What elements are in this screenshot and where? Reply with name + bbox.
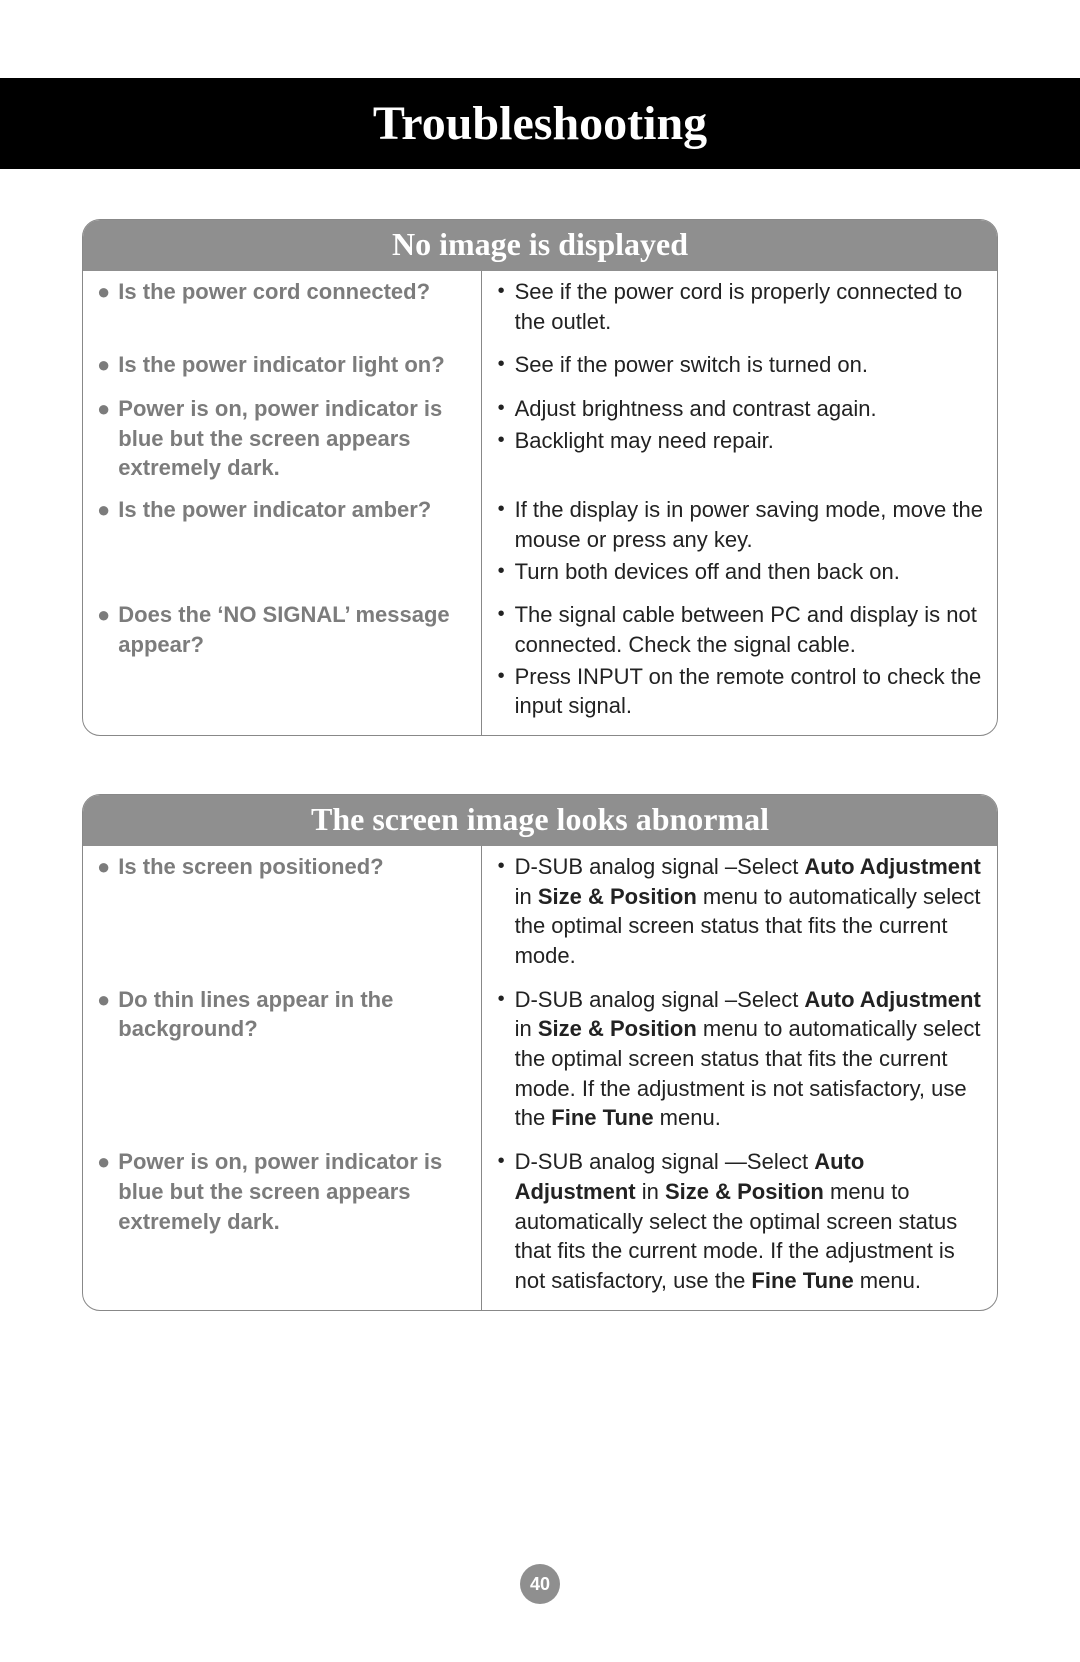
answer-text: D-SUB analog signal —Select Auto Adjustm… [515, 1147, 983, 1295]
page-number-badge: 40 [520, 1564, 560, 1604]
question-text: Is the screen positioned? [118, 852, 383, 882]
page-number: 40 [530, 1574, 550, 1595]
question-text: Power is on, power indicator is blue but… [118, 1147, 466, 1236]
answer-cell: • See if the power switch is turned on. [481, 344, 997, 388]
bullet-icon: ● [97, 985, 110, 1015]
answer-cell: • D-SUB analog signal –Select Auto Adjust… [481, 846, 997, 979]
page-title: Troubleshooting [373, 97, 707, 150]
bullet-icon: ● [97, 277, 110, 307]
bullet-icon: ● [97, 1147, 110, 1177]
bullet-icon: • [498, 277, 505, 305]
question-text: Do thin lines appear in the background? [118, 985, 466, 1044]
troubleshooting-section: The screen image looks abnormal ● Is the s… [82, 794, 998, 1311]
table-row: ● Is the screen positioned? • D-SUB analog … [83, 846, 997, 979]
answer-item: • The signal cable between PC and display… [496, 600, 983, 659]
question-text: Does the ‘NO SIGNAL’ message appear? [118, 600, 466, 659]
bullet-icon: • [498, 495, 505, 523]
answer-item: • Turn both devices off and then back on. [496, 557, 983, 587]
question-cell: ● Do thin lines appear in the background? [83, 979, 481, 1141]
bullet-icon: • [498, 350, 505, 378]
answer-cell: • The signal cable between PC and display… [481, 594, 997, 735]
answer-cell: • See if the power cord is properly conne… [481, 271, 997, 344]
answer-text: Adjust brightness and contrast again. [515, 394, 877, 424]
answer-item: • Backlight may need repair. [496, 426, 983, 456]
troubleshooting-section: No image is displayed ● Is the power cord … [82, 219, 998, 736]
answer-text: See if the power cord is properly connec… [515, 277, 983, 336]
bullet-icon: • [498, 394, 505, 422]
bullet-icon: • [498, 662, 505, 690]
page-title-bar: Troubleshooting [0, 78, 1080, 169]
question-text: Is the power cord connected? [118, 277, 430, 307]
answer-text: Press INPUT on the remote control to che… [515, 662, 983, 721]
answer-cell: • If the display is in power saving mode,… [481, 489, 997, 594]
table-row: ● Power is on, power indicator is blue bu… [83, 388, 997, 489]
bullet-icon: ● [97, 600, 110, 630]
table-row: ● Is the power indicator light on? • See if… [83, 344, 997, 388]
answer-cell: • D-SUB analog signal —Select Auto Adjust… [481, 1141, 997, 1309]
answer-item: • D-SUB analog signal —Select Auto Adjust… [496, 1147, 983, 1295]
question-cell: ● Power is on, power indicator is blue bu… [83, 1141, 481, 1309]
answer-item: • Press INPUT on the remote control to ch… [496, 662, 983, 721]
question-text: Is the power indicator amber? [118, 495, 431, 525]
question-cell: ● Is the power indicator light on? [83, 344, 481, 388]
answer-text: Turn both devices off and then back on. [515, 557, 900, 587]
answer-cell: • Adjust brightness and contrast again. • B… [481, 388, 997, 489]
bullet-icon: • [498, 600, 505, 628]
answer-text: Backlight may need repair. [515, 426, 774, 456]
bullet-icon: • [498, 852, 505, 880]
bullet-icon: • [498, 426, 505, 454]
section-header: The screen image looks abnormal [83, 795, 997, 846]
answer-text: D-SUB analog signal –Select Auto Adjustm… [515, 852, 983, 971]
answer-item: • See if the power cord is properly conne… [496, 277, 983, 336]
answer-item: • See if the power switch is turned on. [496, 350, 983, 380]
question-cell: ● Is the power indicator amber? [83, 489, 481, 594]
answer-text: If the display is in power saving mode, … [515, 495, 983, 554]
question-cell: ● Does the ‘NO SIGNAL’ message appear? [83, 594, 481, 735]
answer-text: The signal cable between PC and display … [515, 600, 983, 659]
question-text: Is the power indicator light on? [118, 350, 444, 380]
bullet-icon: • [498, 985, 505, 1013]
content-area: No image is displayed ● Is the power cord … [0, 169, 1080, 1311]
answer-text: See if the power switch is turned on. [515, 350, 868, 380]
question-cell: ● Is the screen positioned? [83, 846, 481, 979]
bullet-icon: ● [97, 495, 110, 525]
answer-item: • D-SUB analog signal –Select Auto Adjust… [496, 985, 983, 1133]
answer-item: • Adjust brightness and contrast again. [496, 394, 983, 424]
table-row: ● Do thin lines appear in the background?… [83, 979, 997, 1141]
bullet-icon: ● [97, 394, 110, 424]
question-cell: ● Is the power cord connected? [83, 271, 481, 344]
answer-item: • If the display is in power saving mode,… [496, 495, 983, 554]
table-row: ● Does the ‘NO SIGNAL’ message appear? • Th… [83, 594, 997, 735]
table-row: ● Power is on, power indicator is blue bu… [83, 1141, 997, 1309]
answer-cell: • D-SUB analog signal –Select Auto Adjust… [481, 979, 997, 1141]
question-cell: ● Power is on, power indicator is blue bu… [83, 388, 481, 489]
table-row: ● Is the power cord connected? • See if the… [83, 271, 997, 344]
answer-text: D-SUB analog signal –Select Auto Adjustm… [515, 985, 983, 1133]
table-row: ● Is the power indicator amber? • If the di… [83, 489, 997, 594]
bullet-icon: • [498, 1147, 505, 1175]
bullet-icon: ● [97, 350, 110, 380]
question-text: Power is on, power indicator is blue but… [118, 394, 466, 483]
section-header: No image is displayed [83, 220, 997, 271]
answer-item: • D-SUB analog signal –Select Auto Adjust… [496, 852, 983, 971]
bullet-icon: • [498, 557, 505, 585]
bullet-icon: ● [97, 852, 110, 882]
